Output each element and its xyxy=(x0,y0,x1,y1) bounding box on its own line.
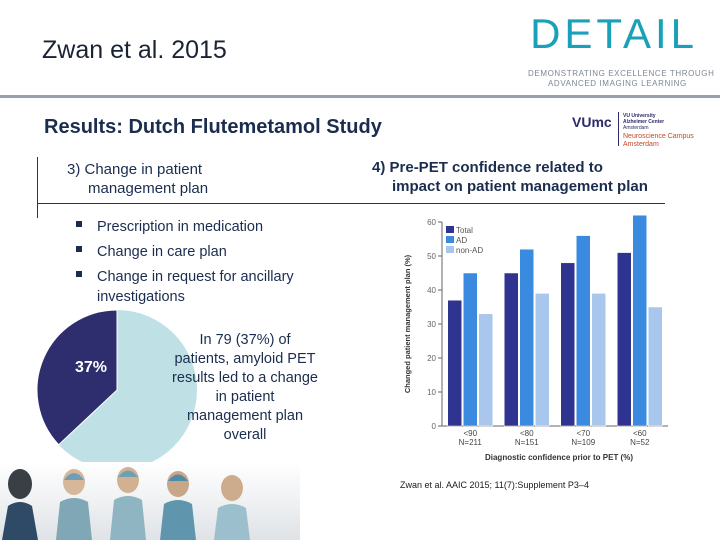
x-tick-label: <90 xyxy=(463,429,477,438)
x-tick-label-n: N=151 xyxy=(515,438,539,447)
bullet-text: Change in care plan xyxy=(97,244,227,260)
results-heading: Results: Dutch Flutemetamol Study xyxy=(44,116,382,138)
legend-label-total: Total xyxy=(456,226,473,235)
detail-logo: DETAIL xyxy=(530,10,698,57)
x-tick-label: <70 xyxy=(576,429,590,438)
section3-title-line1: 3) Change in patient xyxy=(67,161,203,178)
vumc-logo: VUmc VU University Alzheimer Center Amst… xyxy=(572,112,694,148)
bullet-marker xyxy=(76,271,82,277)
x-tick-label-n: N=52 xyxy=(630,438,650,447)
y-tick-label: 40 xyxy=(427,286,436,295)
y-tick-label: 60 xyxy=(427,218,436,227)
y-tick-label: 0 xyxy=(432,422,437,431)
bar-non-ad xyxy=(591,293,606,427)
section-horizontal-rule xyxy=(37,203,665,204)
section4-title-line2: impact on patient management plan xyxy=(392,178,648,195)
section4-title-line1: 4) Pre-PET confidence related to xyxy=(372,159,603,176)
svg-text:VU University: VU University xyxy=(623,113,656,119)
x-tick-label-n: N=109 xyxy=(571,438,595,447)
logo-tagline-1: DEMONSTRATING EXCELLENCE THROUGH xyxy=(528,69,715,78)
legend-label-non-ad: non-AD xyxy=(456,246,483,255)
pie-chart: 37% xyxy=(37,310,197,470)
slide-title: Zwan et al. 2015 xyxy=(42,36,227,64)
citation: Zwan et al. AAIC 2015; 11(7):Supplement … xyxy=(400,480,589,490)
bar-non-ad xyxy=(535,293,550,427)
bar-ad xyxy=(463,272,478,427)
vumc-wordmark: VUmc xyxy=(572,114,612,130)
bullet-marker xyxy=(76,246,82,252)
legend-swatch-ad xyxy=(446,236,454,243)
bar-chart: 0 10 20 30 40 50 60 Changed patient management … xyxy=(403,214,668,462)
y-tick-label: 30 xyxy=(427,320,436,329)
title-divider xyxy=(0,95,720,98)
y-axis-label: Changed patient management plan (%) xyxy=(403,254,412,393)
section3-title: 3) Change in patient management plan xyxy=(67,160,208,198)
bullet-text: Change in request for ancillary investig… xyxy=(97,269,294,305)
bar-ad xyxy=(632,214,647,427)
logo-tagline-2: ADVANCED IMAGING LEARNING xyxy=(548,79,687,88)
section-vertical-rule xyxy=(37,157,38,218)
bullet-marker xyxy=(76,221,82,227)
x-tick-label-n: N=211 xyxy=(459,438,483,447)
x-axis-label: Diagnostic confidence prior to PET (%) xyxy=(485,453,633,462)
bar-total xyxy=(560,262,575,427)
legend-swatch-non-ad xyxy=(446,246,454,253)
bar-total xyxy=(504,272,519,427)
callout-text: In 79 (37%) of patients, amyloid PET res… xyxy=(172,332,318,443)
svg-text:Amsterdam: Amsterdam xyxy=(623,125,649,131)
y-tick-label: 10 xyxy=(427,388,436,397)
svg-text:Neuroscience Campus: Neuroscience Campus xyxy=(623,133,694,140)
pie-label: 37% xyxy=(75,359,107,376)
y-tick-label: 50 xyxy=(427,252,436,261)
x-tick-label: <80 xyxy=(520,429,534,438)
bar-ad xyxy=(576,235,591,427)
bullet-text: Prescription in medication xyxy=(97,219,264,235)
svg-text:Amsterdam: Amsterdam xyxy=(623,141,659,148)
section3-title-line2: management plan xyxy=(88,180,209,197)
section4-title: 4) Pre-PET confidence related to impact … xyxy=(372,158,648,196)
pie-slice-37 xyxy=(37,310,118,446)
x-tick-label: <60 xyxy=(633,429,647,438)
legend-swatch-total xyxy=(446,226,454,233)
bar-non-ad xyxy=(648,306,663,427)
legend-label-ad: AD xyxy=(456,236,467,245)
doctors-photo xyxy=(0,462,300,540)
bar-non-ad xyxy=(478,313,493,427)
bar-total xyxy=(447,299,462,427)
y-tick-label: 20 xyxy=(427,354,436,363)
svg-text:Alzheimer Center: Alzheimer Center xyxy=(623,119,664,125)
bar-total xyxy=(617,252,632,427)
bar-ad xyxy=(519,248,534,427)
